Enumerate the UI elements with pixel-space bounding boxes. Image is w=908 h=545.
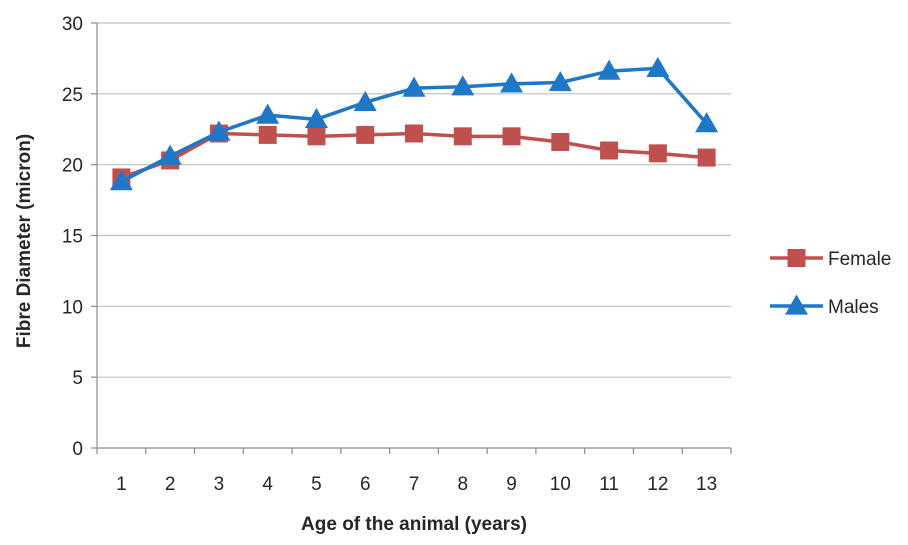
- data-point-female: [648, 144, 667, 163]
- y-axis-title: Fibre Diameter (micron): [14, 134, 35, 348]
- x-tick-label: 11: [599, 474, 619, 495]
- y-tick-label: 5: [72, 368, 83, 389]
- data-point-males: [597, 59, 621, 80]
- x-tick-label: 6: [360, 474, 371, 495]
- x-tick-label: 3: [214, 474, 225, 495]
- data-point-female: [697, 148, 716, 167]
- data-point-female: [356, 125, 375, 144]
- y-tick-label: 0: [72, 439, 83, 460]
- data-point-males: [109, 170, 133, 191]
- gridlines: [97, 22, 731, 378]
- data-point-males: [402, 76, 426, 97]
- data-point-female: [405, 124, 423, 143]
- series-group: [109, 56, 719, 191]
- data-point-female: [258, 125, 277, 144]
- x-tick-label: 2: [165, 474, 176, 495]
- y-tick-label: 20: [62, 156, 83, 177]
- data-point-female: [502, 127, 521, 146]
- data-point-males: [500, 72, 524, 93]
- data-point-males: [451, 75, 475, 96]
- data-point-female: [600, 141, 619, 160]
- x-tick-label: 4: [262, 474, 273, 495]
- data-point-males: [207, 120, 231, 141]
- data-point-female: [307, 127, 326, 146]
- legend: Female Males: [770, 249, 891, 318]
- legend-label-males: Males: [828, 297, 879, 318]
- data-point-males: [304, 107, 328, 128]
- data-point-males: [353, 90, 377, 111]
- data-point-males: [646, 56, 670, 77]
- x-tick-label: 9: [506, 474, 517, 495]
- data-point-males: [548, 71, 572, 92]
- x-tick-label: 12: [647, 474, 668, 495]
- x-tick-label: 5: [311, 474, 322, 495]
- data-point-males: [158, 144, 182, 165]
- x-tick-label: 13: [696, 474, 717, 495]
- data-point-female: [453, 127, 472, 146]
- y-tick-label: 10: [62, 297, 83, 318]
- data-point-males: [695, 112, 719, 133]
- x-tick-label: 1: [116, 474, 127, 495]
- data-point-males: [256, 103, 280, 124]
- x-tick-label: 7: [409, 474, 420, 495]
- legend-label-female: Female: [828, 249, 891, 270]
- x-tick-label: 8: [457, 474, 468, 495]
- y-tick-label: 30: [62, 14, 83, 35]
- data-point-female: [551, 133, 570, 151]
- legend-marker-males: [785, 294, 808, 315]
- legend-marker-female: [787, 249, 806, 267]
- x-tick-label: 10: [550, 474, 571, 495]
- y-tick-label: 25: [62, 85, 83, 106]
- x-axis-title: Age of the animal (years): [301, 514, 527, 535]
- y-tick-label: 15: [62, 227, 83, 248]
